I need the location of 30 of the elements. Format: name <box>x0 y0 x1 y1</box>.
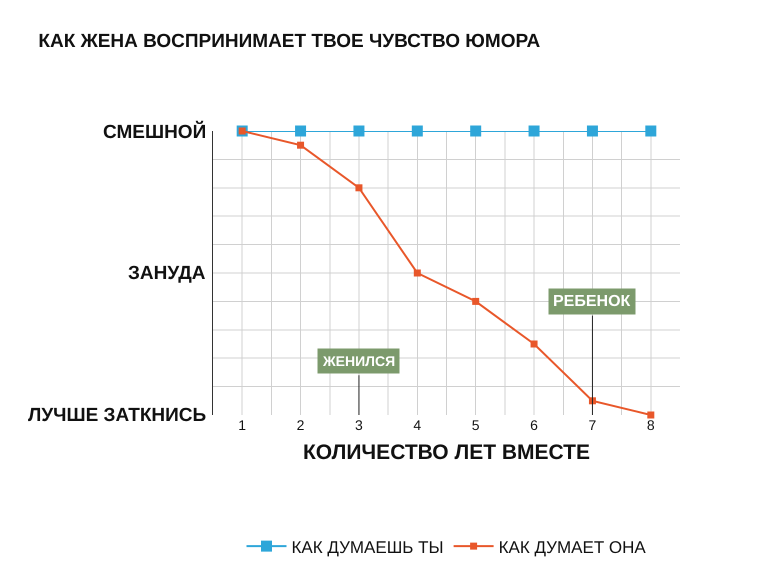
legend-label: КАК ДУМАЕШЬ ТЫ <box>292 538 444 557</box>
x-tick-label: 6 <box>530 417 538 433</box>
point <box>353 126 364 136</box>
point <box>295 126 306 136</box>
point <box>472 298 480 305</box>
x-tick-label: 2 <box>296 417 305 433</box>
point <box>414 270 421 276</box>
text: ЛУЧШЕ ЗАТКНИСЬ <box>28 405 206 426</box>
x-tick-label: 1 <box>238 417 246 433</box>
x-tick-label: 8 <box>646 417 655 433</box>
x-tick-label: 4 <box>413 417 422 433</box>
point <box>470 126 482 136</box>
point <box>530 340 538 348</box>
annotation: ЖЕНИЛСЯ <box>322 353 396 369</box>
chart-title: КАК ЖЕНА ВОСПРИНИМАЕТ ТВОЕ ЧУВСТВО ЮМОРА <box>38 30 540 52</box>
point <box>586 126 598 136</box>
point <box>297 142 304 149</box>
point <box>645 126 656 136</box>
x-tick-label: 3 <box>355 417 364 433</box>
text: ЗАНУДА <box>128 263 206 284</box>
point <box>355 184 362 192</box>
annotation: РЕБЕНОК <box>553 293 631 310</box>
point <box>647 412 654 418</box>
text: СМЕШНОЙ <box>103 120 206 143</box>
point <box>412 126 423 136</box>
x-tick-label: 5 <box>472 417 480 433</box>
x-axis-title: КОЛИЧЕСТВО ЛЕТ ВМЕСТЕ <box>302 441 590 464</box>
legend-label: КАК ДУМАЕТ ОНА <box>498 538 646 557</box>
x-tick-label: 7 <box>588 417 597 433</box>
point <box>528 126 540 136</box>
